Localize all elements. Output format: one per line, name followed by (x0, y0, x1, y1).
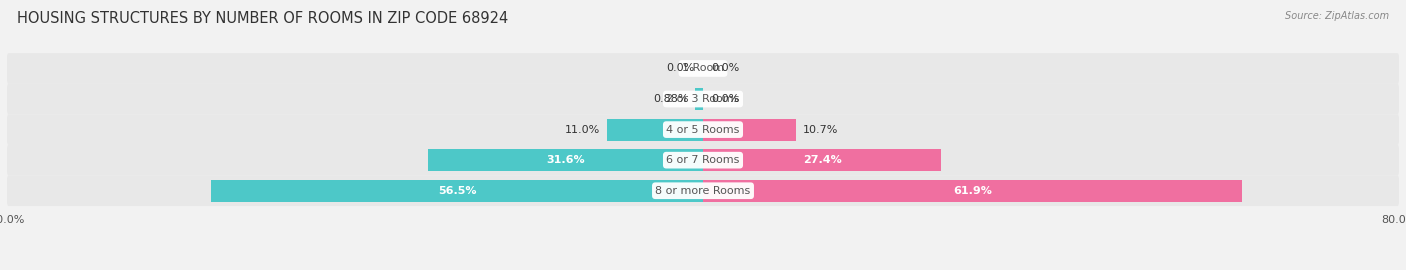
FancyBboxPatch shape (7, 114, 1399, 145)
Text: 0.88%: 0.88% (652, 94, 689, 104)
Text: 8 or more Rooms: 8 or more Rooms (655, 186, 751, 196)
Bar (607, 119, 703, 141)
Text: 61.9%: 61.9% (953, 186, 991, 196)
Bar (211, 180, 703, 202)
FancyBboxPatch shape (7, 53, 1399, 84)
Text: 11.0%: 11.0% (565, 124, 600, 135)
Text: Source: ZipAtlas.com: Source: ZipAtlas.com (1285, 11, 1389, 21)
Bar (703, 180, 1241, 202)
Text: 6 or 7 Rooms: 6 or 7 Rooms (666, 155, 740, 165)
Bar (703, 149, 942, 171)
Text: 2 or 3 Rooms: 2 or 3 Rooms (666, 94, 740, 104)
Text: 0.0%: 0.0% (711, 94, 740, 104)
Text: 0.0%: 0.0% (711, 63, 740, 73)
Text: HOUSING STRUCTURES BY NUMBER OF ROOMS IN ZIP CODE 68924: HOUSING STRUCTURES BY NUMBER OF ROOMS IN… (17, 11, 508, 26)
Bar (696, 88, 703, 110)
Text: 4 or 5 Rooms: 4 or 5 Rooms (666, 124, 740, 135)
Text: 31.6%: 31.6% (547, 155, 585, 165)
FancyBboxPatch shape (7, 145, 1399, 176)
Bar (703, 119, 796, 141)
Text: 10.7%: 10.7% (803, 124, 838, 135)
Bar (427, 149, 703, 171)
Text: 56.5%: 56.5% (439, 186, 477, 196)
Text: 27.4%: 27.4% (803, 155, 842, 165)
Text: 0.0%: 0.0% (666, 63, 695, 73)
FancyBboxPatch shape (7, 176, 1399, 206)
Legend: Owner-occupied, Renter-occupied: Owner-occupied, Renter-occupied (572, 266, 834, 270)
FancyBboxPatch shape (7, 84, 1399, 114)
Text: 1 Room: 1 Room (682, 63, 724, 73)
